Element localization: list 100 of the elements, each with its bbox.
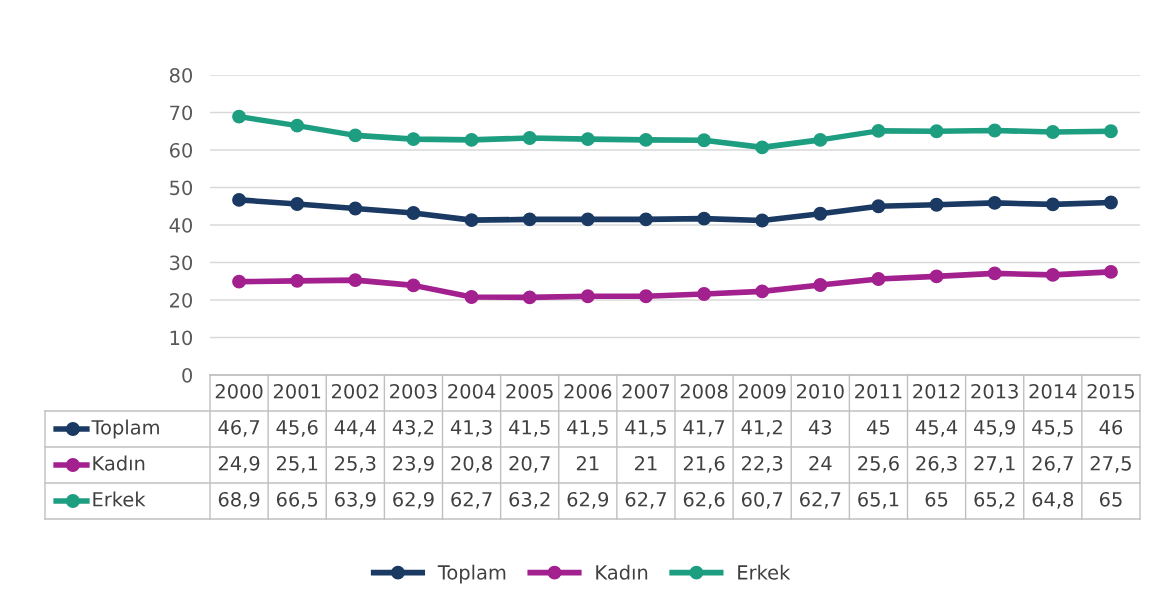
data-label: 41,3 (450, 419, 492, 437)
text: Erkek (738, 564, 791, 580)
point (987, 195, 1002, 210)
data-label: 62,7 (625, 491, 666, 509)
point (638, 289, 653, 304)
point (580, 132, 595, 147)
y-tick-label: 20 (170, 292, 193, 308)
data-label: 46,7 (218, 419, 260, 437)
point (464, 132, 479, 147)
y-tick-label: 10 (170, 330, 193, 346)
point (290, 118, 305, 133)
data-label: 24,9 (218, 455, 260, 473)
x-tick-label: 2000 (215, 383, 263, 399)
legend-label: Toplam (91, 419, 159, 439)
point (929, 197, 944, 212)
point (871, 123, 886, 138)
data-label: 65,1 (858, 491, 899, 509)
point (987, 266, 1002, 281)
point (290, 273, 305, 288)
x-tick-label: 2009 (738, 383, 786, 399)
y-tick-label: 50 (170, 180, 193, 196)
x-tick-label: 2002 (331, 383, 379, 399)
point (697, 287, 712, 301)
data-label: 68,9 (218, 491, 260, 509)
data-label: 21 (634, 455, 657, 471)
point (1045, 267, 1060, 282)
point (1103, 264, 1118, 279)
data-label: 45,4 (915, 420, 958, 437)
point (813, 206, 828, 221)
data-label: 41,5 (508, 420, 550, 437)
data-label: 60,7 (741, 491, 783, 509)
data-label: 62,9 (393, 491, 434, 509)
point (580, 212, 595, 227)
data-label: 41,5 (625, 420, 666, 437)
point (755, 140, 770, 155)
point (987, 123, 1002, 138)
legend-label: Erkek (93, 491, 146, 507)
data-label: 24 (809, 455, 832, 471)
data-label: 22,3 (741, 455, 783, 473)
x-tick-label: 2008 (680, 383, 728, 399)
data-label: 62,7 (451, 491, 492, 509)
data-label: 27,1 (974, 455, 1015, 473)
point (522, 131, 537, 145)
data-label: 45,9 (973, 419, 1015, 437)
data-label: 65,2 (974, 491, 1015, 509)
point (1045, 125, 1060, 139)
point (522, 212, 537, 227)
point (1103, 124, 1118, 139)
data-label: 25,1 (276, 455, 318, 473)
data-label: 41,7 (683, 420, 725, 437)
data-label: 43,2 (392, 419, 434, 437)
point (755, 213, 770, 228)
text: Kadın (596, 564, 648, 580)
point (755, 284, 770, 299)
data-label: 45 (867, 420, 890, 435)
point (522, 290, 537, 305)
point (638, 212, 653, 227)
text: Toplam (437, 564, 506, 584)
data-label: 62,6 (683, 491, 725, 509)
x-tick-label: 2003 (390, 383, 437, 399)
x-tick-label: 2011 (855, 383, 902, 399)
point (871, 199, 886, 214)
y-tick-label: 70 (170, 105, 193, 121)
data-label: 21 (576, 455, 599, 471)
data-label: 45,5 (1032, 420, 1073, 437)
data-label: 26,3 (916, 455, 957, 473)
data-label: 21,6 (683, 455, 725, 473)
x-tick-label: 2004 (448, 383, 496, 399)
data-label: 46 (1099, 419, 1123, 435)
point (697, 211, 712, 226)
point (580, 289, 595, 304)
data-label: 65 (925, 491, 948, 507)
point (232, 274, 247, 289)
x-tick-label: 2013 (971, 383, 1018, 399)
point (813, 278, 828, 292)
data-label: 20,7 (509, 455, 550, 473)
point (871, 272, 886, 286)
data-label: 25,6 (858, 455, 899, 473)
x-tick-label: 2012 (913, 383, 960, 399)
y-tick-label: 60 (169, 142, 193, 158)
x-tick-label: 2010 (796, 383, 844, 399)
data-label: 20,8 (451, 455, 492, 473)
point (406, 206, 421, 220)
point (232, 109, 247, 124)
legend-label: Kadın (93, 455, 145, 471)
x-tick-label: 2007 (622, 383, 670, 399)
data-label: 41,5 (567, 420, 608, 437)
x-tick-label: 2006 (564, 383, 612, 399)
data-label: 45,6 (276, 419, 318, 437)
point (929, 124, 944, 139)
x-tick-label: 2015 (1087, 383, 1134, 399)
point (290, 197, 305, 211)
x-tick-label: 2001 (273, 383, 321, 399)
data-label: 26,7 (1032, 455, 1073, 473)
point (464, 213, 479, 228)
y-tick-label: 30 (170, 255, 193, 271)
point (638, 132, 653, 147)
data-label: 41,2 (741, 419, 782, 437)
data-label: 62,7 (800, 491, 841, 509)
x-tick-label: 2014 (1029, 383, 1077, 399)
